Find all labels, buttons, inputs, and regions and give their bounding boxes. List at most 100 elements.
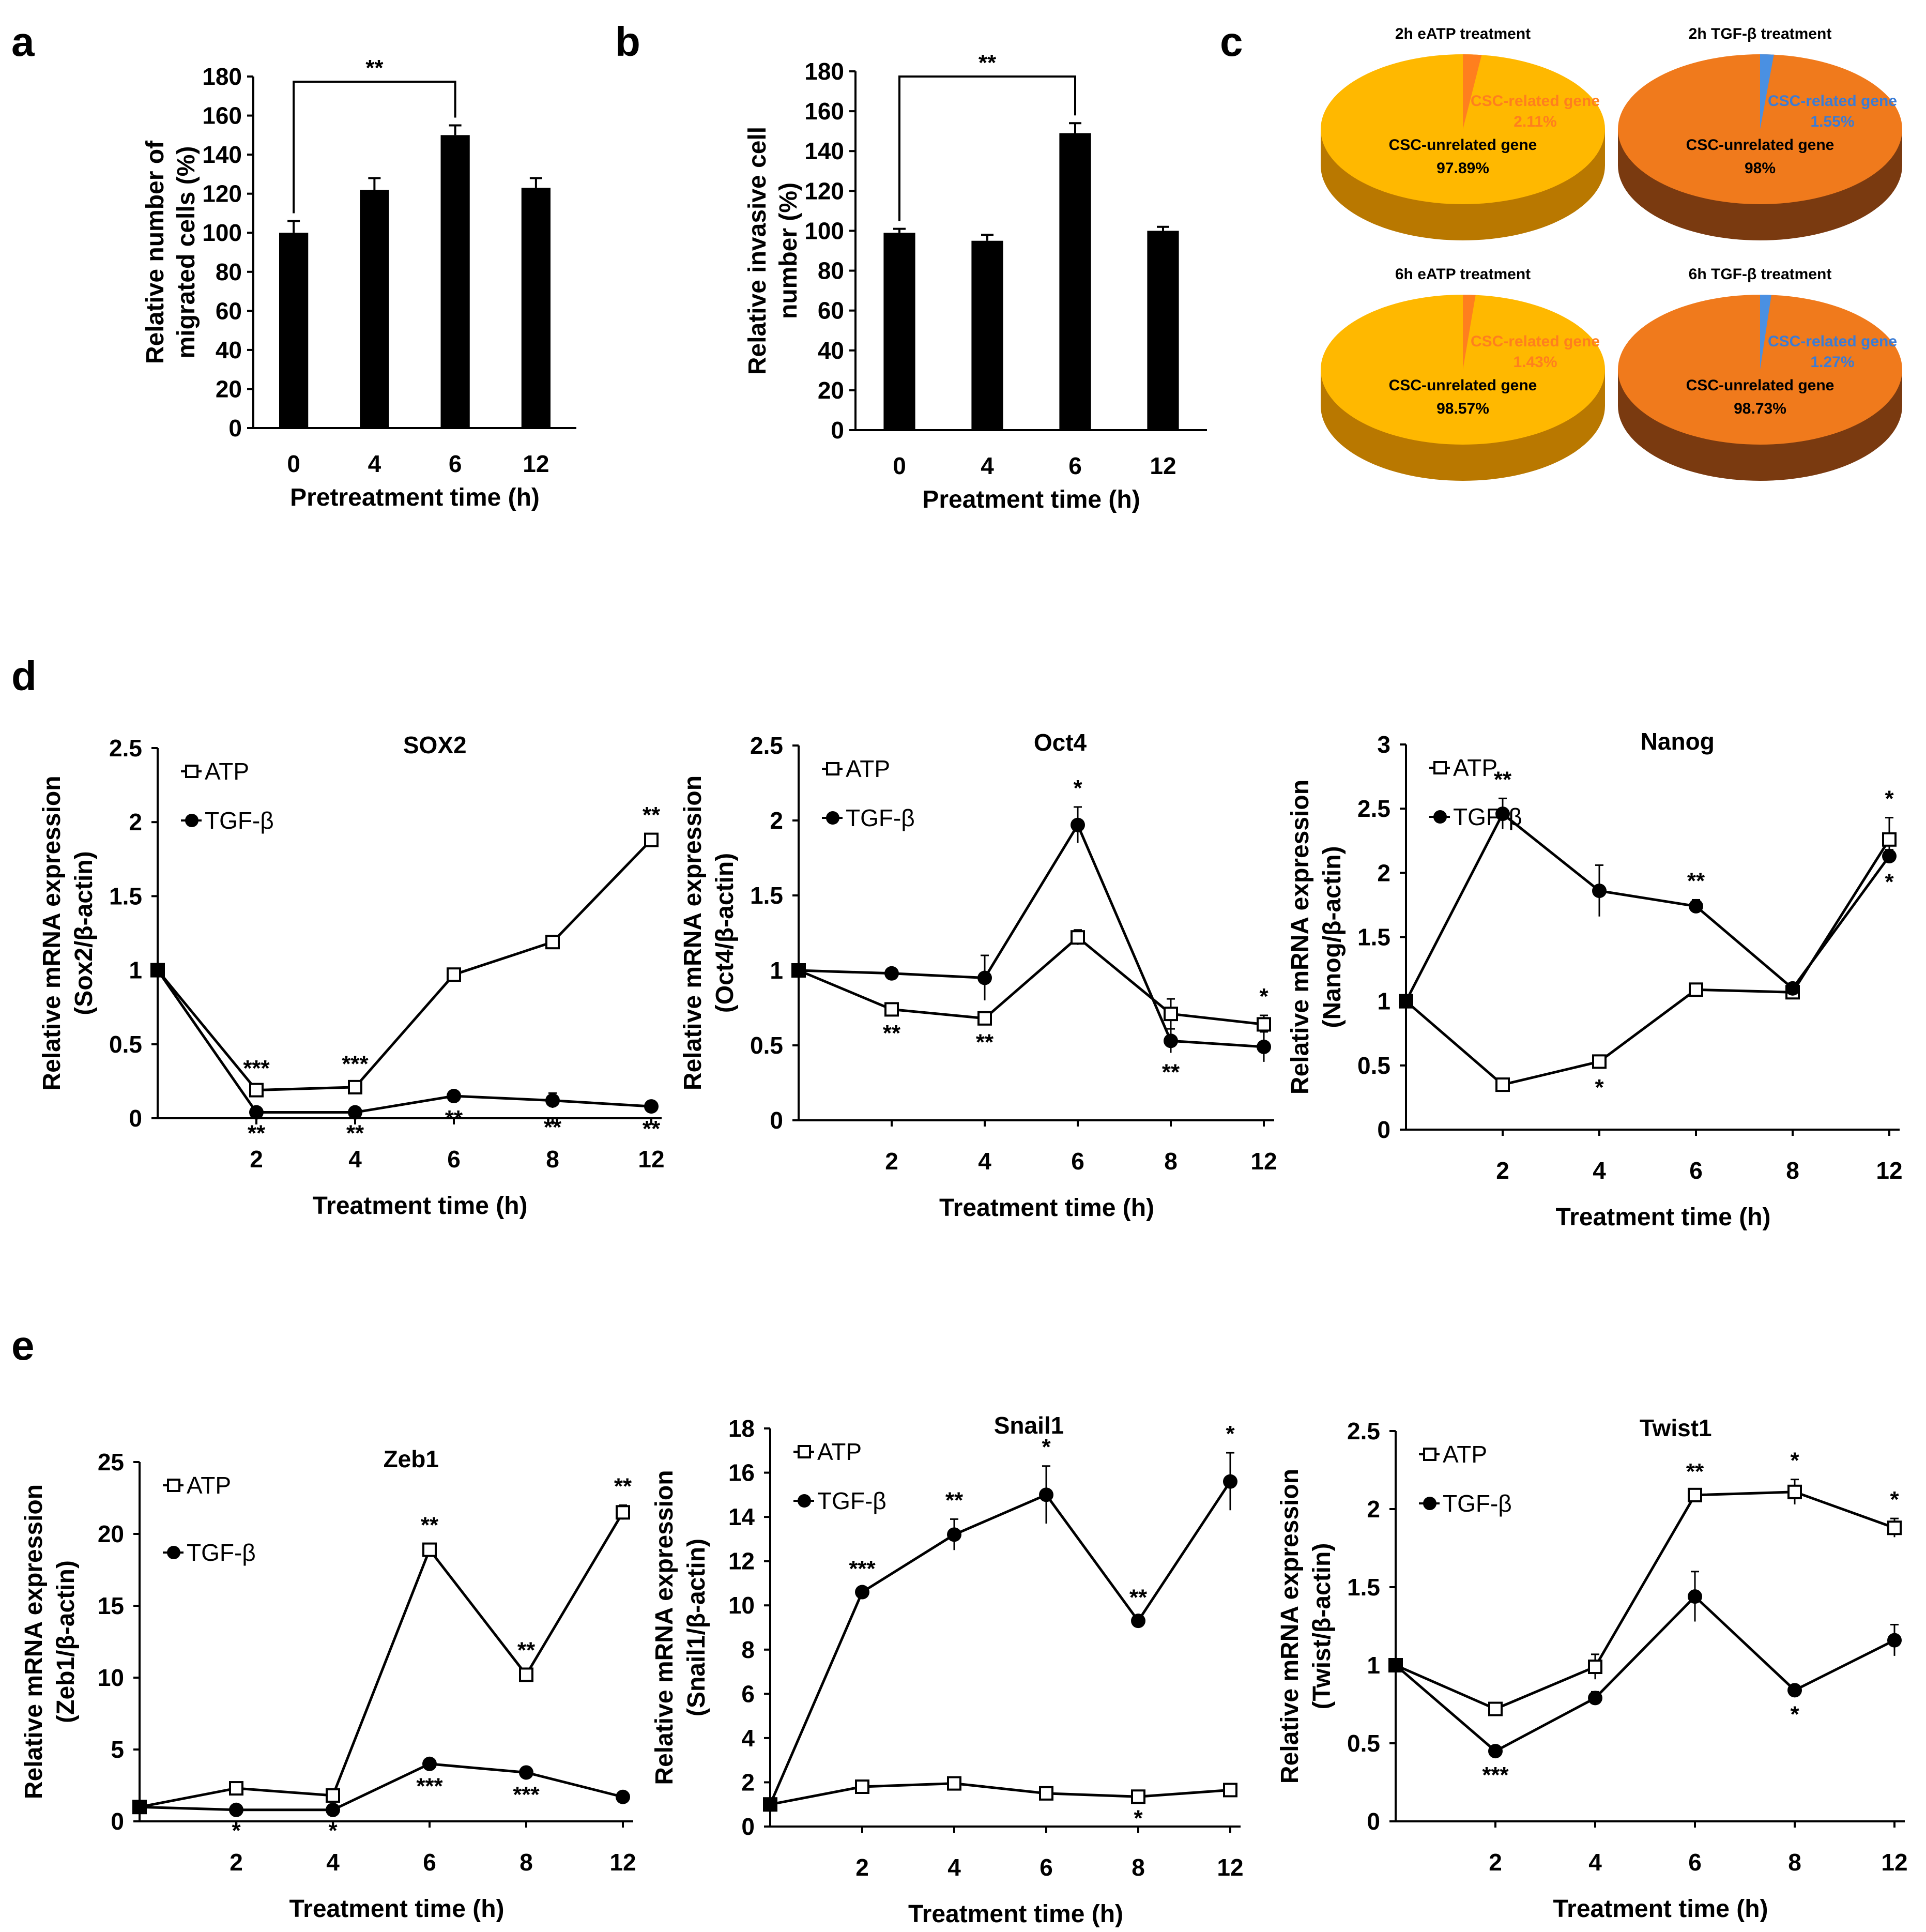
significance-star: ** [883, 1021, 901, 1046]
bar [279, 233, 309, 428]
x-tick-label: 2 [885, 1148, 898, 1175]
significance-star: ** [421, 1512, 439, 1538]
y-tick-label: 2 [1367, 1496, 1380, 1523]
data-point-circle [855, 1585, 869, 1600]
line-chart-sox2: 0 0.5 1 1.5 2 2.5 2 4 6 8 12 Treatment time (h) SOX2… [38, 732, 665, 1220]
legend-marker-circle [798, 1494, 811, 1508]
x-tick-label: 2 [1496, 1157, 1509, 1184]
y-tick-label: 100 [804, 217, 844, 244]
y-axis-label: (Snail1/β-actin) [683, 1539, 710, 1716]
y-tick-label: 80 [216, 258, 242, 285]
y-tick-label: 20 [216, 375, 242, 402]
y-axis-label: Relative number of [142, 140, 169, 364]
pie-chart: 6h TGF-β treatment CSC-related gene 1.27% C… [1618, 266, 1902, 481]
chart-title: Twist1 [1640, 1414, 1712, 1441]
unrelated-pct: 98% [1745, 160, 1776, 177]
pie-chart: 2h eATP treatment CSC-related gene 2.11% CS… [1321, 25, 1605, 240]
x-tick-label: 8 [546, 1146, 559, 1173]
x-tick-label: 6 [1688, 1849, 1702, 1876]
x-tick-label: 0 [893, 452, 906, 479]
chart-title: SOX2 [403, 732, 467, 758]
related-label: CSC-related gene [1471, 333, 1600, 350]
series-line [156, 969, 652, 1114]
y-tick-label: 1 [129, 957, 142, 984]
significance-star: * [328, 1818, 338, 1844]
bar [1059, 133, 1091, 430]
significance-star: ** [1687, 868, 1705, 893]
y-tick-label: 2.5 [109, 735, 142, 762]
y-axis-label: migrated cells (%) [173, 146, 200, 359]
pie-slice-related [1463, 295, 1476, 370]
significance-star: ** [945, 1487, 964, 1513]
significance-star: ** [614, 1473, 632, 1499]
x-tick-label: 8 [519, 1849, 533, 1876]
y-tick-label: 15 [98, 1592, 124, 1619]
y-tick-label: 0 [741, 1813, 755, 1840]
y-tick-label: 140 [804, 138, 844, 164]
significance-star: ** [544, 1115, 562, 1140]
x-tick-label: 4 [947, 1854, 961, 1881]
significance-star: *** [849, 1556, 876, 1581]
x-tick-label: 2 [250, 1146, 263, 1173]
series-line [1404, 812, 1891, 1002]
y-tick-label: 0.5 [1347, 1730, 1380, 1757]
significance-star: * [1885, 869, 1894, 894]
data-point-square [545, 935, 560, 950]
significance-star: * [232, 1818, 241, 1844]
data-point-square [947, 1776, 961, 1791]
significance-star: ** [1686, 1459, 1704, 1484]
x-tick-label: 12 [1876, 1157, 1902, 1184]
pie-title: 2h TGF-β treatment [1689, 25, 1832, 42]
significance-label: ** [365, 55, 384, 81]
data-point-square [1688, 1487, 1702, 1502]
pie-slice-related [1760, 295, 1771, 370]
series-line [1395, 1594, 1896, 1753]
significance-star: *** [1482, 1762, 1509, 1788]
data-point-circle [1039, 1487, 1053, 1502]
x-tick-label: 6 [1040, 1854, 1053, 1881]
data-point-circle [1688, 1589, 1702, 1604]
x-tick-label: 6 [1071, 1148, 1084, 1175]
related-label: CSC-related gene [1471, 93, 1600, 110]
significance-star: *** [243, 1056, 270, 1081]
pie-slice-related [1760, 54, 1774, 129]
y-tick-label: 40 [818, 337, 844, 364]
data-point-square [1689, 982, 1703, 997]
y-axis-label: (Sox2/β-actin) [70, 851, 98, 1015]
pie-title: 6h TGF-β treatment [1689, 266, 1832, 283]
significance-star: *** [513, 1782, 540, 1807]
y-axis-label: Relative mRNA expression [1276, 1469, 1304, 1784]
data-point-circle [1592, 884, 1607, 899]
related-pct: 1.55% [1810, 113, 1854, 130]
significance-star: ** [976, 1030, 994, 1055]
panel-letter-e: e [11, 1322, 35, 1368]
data-point-circle [1131, 1614, 1145, 1629]
significance-star: * [1790, 1701, 1799, 1727]
legend-marker-square [1433, 761, 1447, 774]
significance-label: ** [979, 50, 997, 75]
y-tick-label: 5 [111, 1736, 124, 1763]
data-point-square [1257, 1017, 1271, 1032]
data-point-circle [1071, 817, 1085, 832]
x-tick-label: 4 [978, 1148, 991, 1175]
x-tick-label: 8 [1788, 1849, 1801, 1876]
unrelated-label: CSC-unrelated gene [1686, 136, 1835, 154]
y-tick-label: 6 [741, 1680, 755, 1707]
legend-label: TGF-β [846, 804, 915, 831]
data-point-square [855, 1779, 869, 1794]
x-tick-label: 6 [1068, 452, 1082, 479]
y-tick-label: 2 [129, 809, 142, 835]
y-tick-label: 0 [1367, 1808, 1380, 1835]
y-tick-label: 2.5 [1357, 795, 1390, 822]
data-point-square [1787, 1484, 1802, 1499]
data-point-square [326, 1788, 340, 1803]
chart-title: Oct4 [1034, 729, 1087, 756]
series-line [770, 1782, 1231, 1806]
significance-star: * [1226, 1421, 1235, 1447]
x-tick-label: 4 [1588, 1849, 1602, 1876]
y-tick-label: 0 [831, 417, 844, 444]
data-point-circle [947, 1527, 961, 1542]
y-tick-label: 60 [216, 297, 242, 324]
y-tick-label: 0 [228, 415, 242, 442]
x-tick-label: 12 [638, 1146, 664, 1173]
